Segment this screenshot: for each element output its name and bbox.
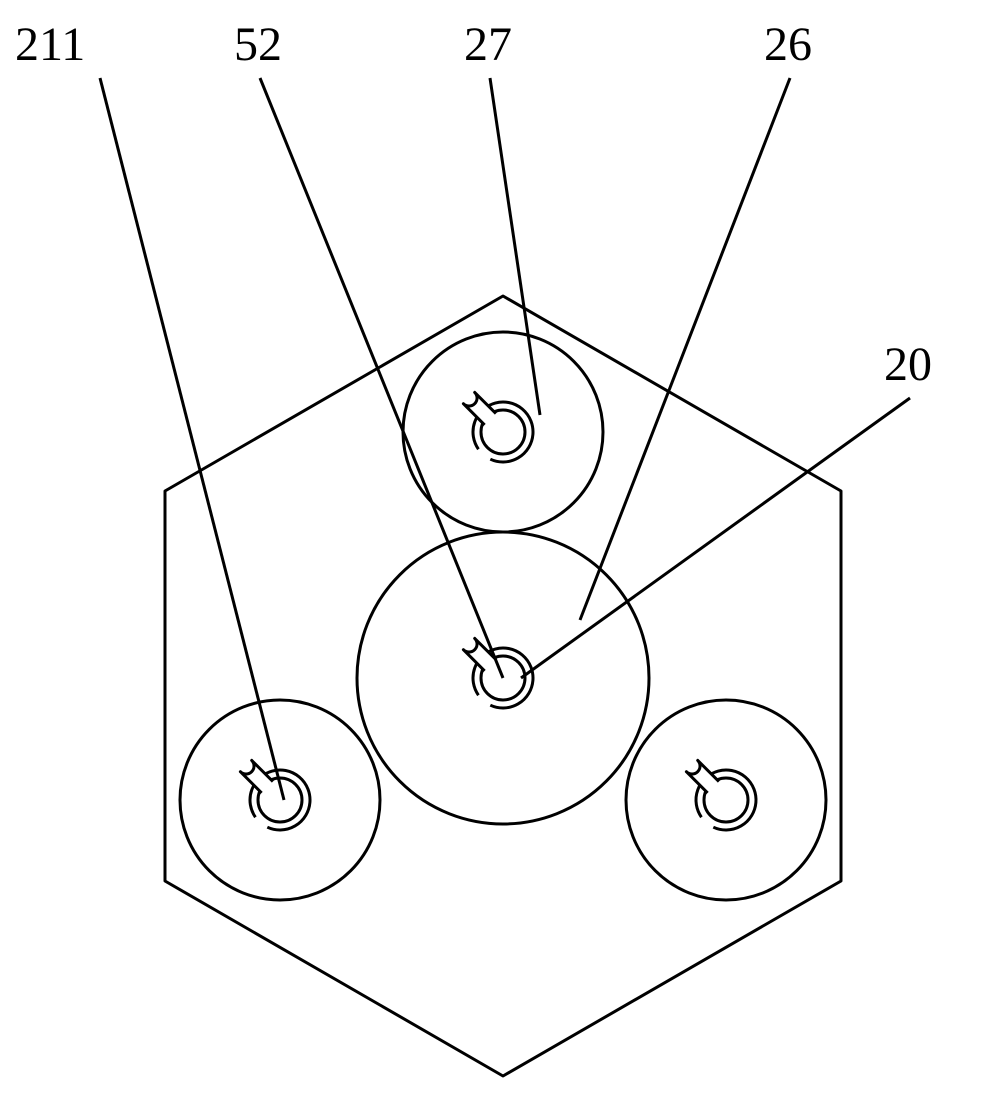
label-20: 20 xyxy=(884,338,932,391)
label-52: 52 xyxy=(234,18,282,71)
label-211: 211 xyxy=(15,18,85,71)
label-26: 26 xyxy=(764,18,812,71)
label-27: 27 xyxy=(464,18,512,71)
